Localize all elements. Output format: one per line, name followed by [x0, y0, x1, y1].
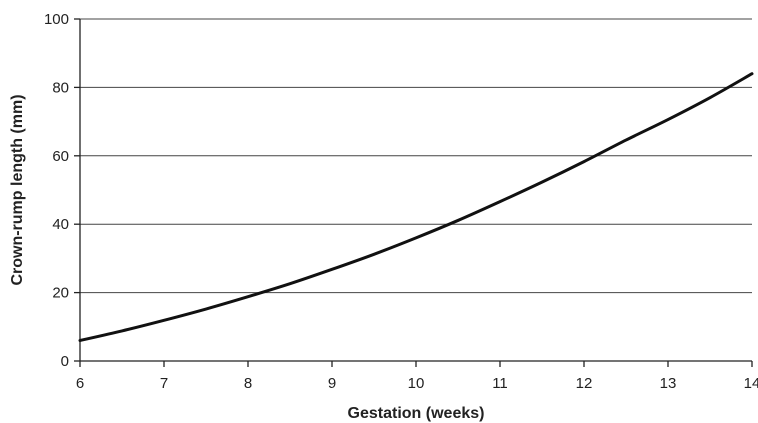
y-tick-label-60: 60 — [52, 148, 69, 165]
x-axis-title: Gestation (weeks) — [348, 405, 485, 422]
x-tick-label-10: 10 — [408, 375, 425, 392]
gridlines — [80, 18, 752, 294]
y-tick-label-100: 100 — [44, 11, 69, 28]
y-axis-title: Crown-rump length (mm) — [9, 94, 26, 285]
y-tick-label-20: 20 — [52, 285, 69, 302]
x-ticks: 6 7 8 9 10 11 12 13 14 — [76, 361, 758, 392]
x-tick-label-12: 12 — [576, 375, 593, 392]
axes — [79, 19, 752, 362]
x-tick-label-9: 9 — [328, 375, 336, 392]
x-tick-label-8: 8 — [244, 375, 252, 392]
y-tick-label-0: 0 — [61, 353, 69, 370]
y-tick-label-80: 80 — [52, 79, 69, 96]
y-tick-label-40: 40 — [52, 216, 69, 233]
y-ticks: 0 20 40 60 80 100 — [44, 11, 80, 370]
series-line-0 — [78, 72, 754, 342]
x-tick-label-13: 13 — [660, 375, 677, 392]
x-tick-label-7: 7 — [160, 375, 168, 392]
x-tick-label-14: 14 — [744, 375, 758, 392]
x-tick-label-6: 6 — [76, 375, 84, 392]
series — [78, 72, 754, 342]
x-tick-label-11: 11 — [492, 375, 508, 392]
